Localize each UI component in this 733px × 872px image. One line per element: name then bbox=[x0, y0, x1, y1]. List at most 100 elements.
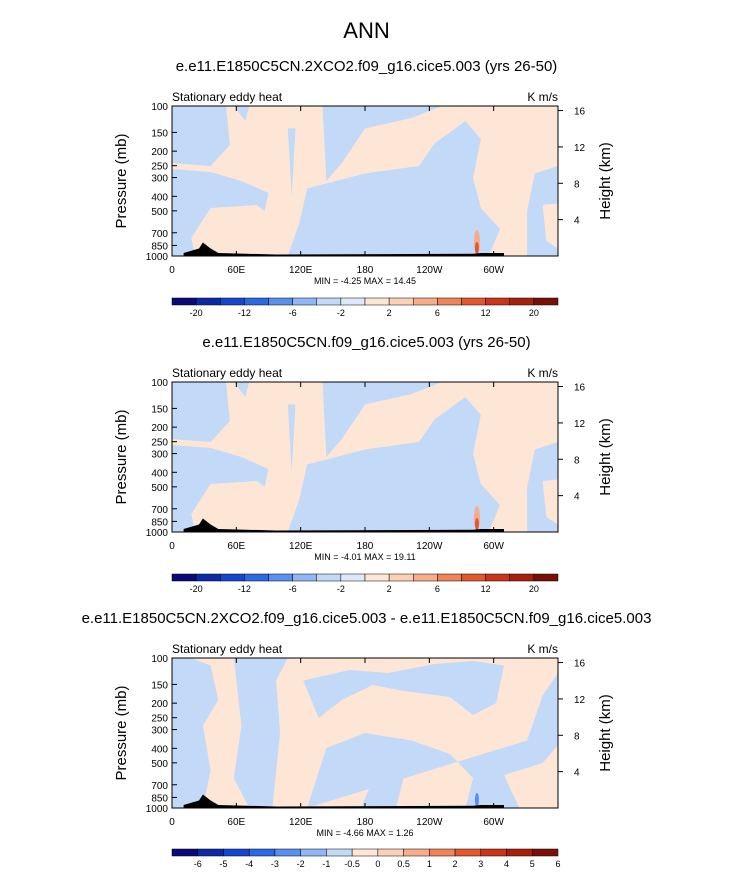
colorbar-box bbox=[480, 848, 507, 857]
colorbar-box bbox=[223, 848, 250, 857]
x-tick-label: 60E bbox=[227, 817, 245, 828]
colorbar-box bbox=[220, 297, 245, 306]
y-tick-label: 150 bbox=[151, 404, 168, 415]
x-tick-label: 120W bbox=[416, 541, 443, 552]
panel-2: e.e11.E1850C5CN.f09_g16.cice5.003 (yrs 2… bbox=[0, 334, 733, 596]
x-tick-label: 180 bbox=[357, 265, 374, 276]
colorbar-label: -0.5 bbox=[344, 859, 360, 869]
colorbar-label: -6 bbox=[194, 859, 202, 869]
colorbar-box bbox=[274, 848, 301, 857]
colorbar-box bbox=[506, 848, 533, 857]
y-tick-label: 200 bbox=[151, 699, 168, 710]
colorbar-box bbox=[413, 297, 438, 306]
colorbar-label: 0 bbox=[375, 859, 380, 869]
colorbar-box bbox=[403, 848, 430, 857]
panel-plot: Stationary eddy heat K m/s100150200250300… bbox=[113, 366, 614, 594]
colorbar-box bbox=[461, 573, 486, 582]
colorbar-box bbox=[351, 848, 379, 857]
height-tick-label: 16 bbox=[574, 383, 586, 394]
colorbar-label: 6 bbox=[435, 584, 440, 594]
x-tick-label: 60E bbox=[227, 541, 245, 552]
y-tick-label: 1000 bbox=[146, 804, 169, 815]
colorbar-label: 6 bbox=[555, 859, 560, 869]
colorbar-label: -3 bbox=[271, 859, 279, 869]
y-tick-label: 300 bbox=[151, 726, 168, 737]
field-negative-region bbox=[233, 106, 250, 121]
field-negative-region bbox=[172, 106, 230, 166]
colorbar-label: -20 bbox=[190, 584, 203, 594]
colorbar-label: -12 bbox=[238, 584, 251, 594]
field-negative-region bbox=[256, 397, 558, 532]
y-tick-label: 250 bbox=[151, 438, 168, 449]
right-axis-title: Height (km) bbox=[597, 694, 614, 772]
colorbar-box bbox=[485, 297, 510, 306]
height-tick-label: 8 bbox=[574, 179, 580, 190]
colorbar-label: 2 bbox=[387, 584, 392, 594]
height-tick-label: 8 bbox=[574, 455, 580, 466]
right-string: K m/s bbox=[527, 642, 558, 656]
colorbar-box bbox=[171, 848, 198, 857]
colorbar-box bbox=[268, 573, 293, 582]
height-tick-label: 4 bbox=[574, 768, 580, 779]
min-max-stats: MIN = -4.25 MAX = 14.45 bbox=[314, 276, 416, 286]
colorbar-label: -2 bbox=[297, 859, 305, 869]
colorbar-label: 12 bbox=[481, 584, 491, 594]
y-tick-label: 300 bbox=[151, 174, 168, 185]
y-tick-label: 200 bbox=[151, 147, 168, 158]
figure-title: ANN bbox=[343, 18, 390, 43]
field-negative-region bbox=[233, 658, 288, 808]
colorbar-box bbox=[437, 573, 462, 582]
y-tick-label: 1000 bbox=[146, 528, 169, 539]
colorbar-box bbox=[171, 573, 197, 582]
colorbar-box bbox=[340, 297, 366, 306]
colorbar-label: -1 bbox=[322, 859, 330, 869]
x-tick-label: 120W bbox=[416, 265, 443, 276]
y-axis-title: Pressure (mb) bbox=[113, 409, 130, 504]
colorbar-box bbox=[485, 573, 510, 582]
height-tick-label: 12 bbox=[574, 419, 586, 430]
y-axis-title: Pressure (mb) bbox=[113, 133, 130, 228]
colorbar-label: -6 bbox=[289, 308, 297, 318]
colorbar-box bbox=[316, 297, 342, 306]
colorbar-box bbox=[533, 297, 559, 306]
colorbar-box bbox=[340, 573, 366, 582]
height-tick-label: 12 bbox=[574, 143, 586, 154]
x-tick-label: 0 bbox=[169, 541, 175, 552]
colorbar-box bbox=[429, 848, 456, 857]
field-negative-region bbox=[287, 404, 296, 472]
y-tick-label: 100 bbox=[151, 378, 168, 389]
colorbar-box bbox=[454, 848, 482, 857]
colorbar-box bbox=[461, 297, 486, 306]
panel-plot: Stationary eddy heat K m/s100150200250300… bbox=[113, 642, 614, 869]
height-tick-label: 16 bbox=[574, 659, 586, 670]
field-negative-region bbox=[172, 445, 269, 532]
field-negative-minimum bbox=[474, 793, 479, 807]
field-positive-maximum bbox=[474, 518, 479, 530]
colorbar-box bbox=[509, 297, 535, 306]
field-negative-region bbox=[322, 106, 443, 181]
colorbar-box bbox=[195, 573, 221, 582]
x-tick-label: 60W bbox=[483, 817, 504, 828]
colorbar-box bbox=[244, 297, 269, 306]
colorbar-box bbox=[244, 573, 269, 582]
y-tick-label: 200 bbox=[151, 423, 168, 434]
colorbar-box bbox=[509, 573, 535, 582]
x-tick-label: 120E bbox=[289, 541, 313, 552]
y-tick-label: 100 bbox=[151, 102, 168, 113]
x-tick-label: 120W bbox=[416, 817, 443, 828]
height-tick-label: 16 bbox=[574, 107, 586, 118]
colorbar-box bbox=[171, 297, 197, 306]
colorbar-box bbox=[292, 573, 317, 582]
field-negative-region bbox=[361, 770, 404, 808]
right-string: K m/s bbox=[527, 366, 558, 380]
colorbar-box bbox=[377, 848, 404, 857]
field-negative-region bbox=[287, 128, 296, 196]
colorbar-label: 3 bbox=[478, 859, 483, 869]
colorbar-label: -12 bbox=[238, 308, 251, 318]
colorbar-box bbox=[532, 848, 559, 857]
colorbar-box bbox=[437, 297, 462, 306]
panel-3: e.e11.E1850C5CN.2XCO2.f09_g16.cice5.003 … bbox=[0, 610, 733, 872]
field-negative-region bbox=[233, 382, 250, 397]
field-negative-region bbox=[256, 121, 558, 256]
field-negative-region bbox=[303, 661, 504, 718]
